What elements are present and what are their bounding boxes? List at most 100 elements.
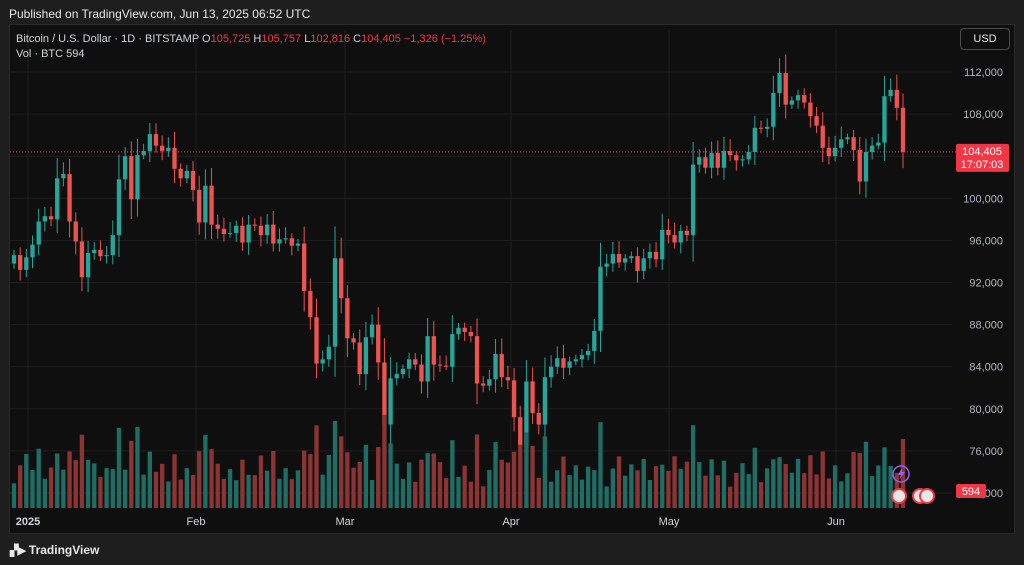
- candle-body: [116, 179, 122, 236]
- volume-bar: [882, 447, 887, 508]
- open-value: 105,725: [210, 33, 251, 45]
- candle-body: [382, 362, 387, 425]
- candle-body: [857, 149, 862, 182]
- candle-body: [697, 157, 702, 165]
- volume-bar: [116, 427, 122, 508]
- low-label: L: [304, 33, 311, 45]
- candle-body: [92, 249, 97, 254]
- candle-body: [413, 359, 418, 365]
- candle-body: [481, 383, 486, 386]
- volume-bar: [604, 486, 609, 508]
- candle-body: [536, 413, 541, 425]
- candle-body: [443, 365, 449, 367]
- volume-bar: [505, 462, 511, 508]
- candle-body: [623, 258, 628, 263]
- candle-body: [530, 381, 535, 414]
- candle-body: [252, 224, 257, 226]
- volume-label: Vol · BTC: [16, 48, 64, 60]
- candle-body: [339, 258, 344, 299]
- candle-body: [166, 147, 171, 151]
- candle-body: [122, 156, 128, 180]
- volume-bar: [332, 421, 338, 508]
- candle-body: [24, 257, 29, 270]
- volume-bar: [258, 455, 264, 508]
- volume-bar: [808, 455, 813, 508]
- candle-body: [129, 156, 134, 200]
- candle-body: [394, 374, 399, 379]
- volume-bar: [573, 465, 578, 508]
- candle-body: [487, 379, 492, 386]
- x-tick-label: Feb: [187, 516, 206, 528]
- volume-bar: [110, 469, 115, 508]
- volume-bar: [388, 443, 393, 508]
- x-tick-label: May: [659, 516, 680, 528]
- volume-bar: [727, 486, 733, 508]
- candle-body: [493, 354, 498, 380]
- volume-bar: [715, 475, 720, 508]
- volume-bar: [129, 440, 134, 508]
- volume-bar: [789, 472, 795, 508]
- candle-body: [647, 251, 653, 259]
- y-tick-label: 88,000: [969, 320, 1003, 332]
- volume-bar: [783, 464, 788, 508]
- candle-body: [462, 327, 467, 332]
- candle-body: [147, 134, 152, 151]
- volume-bar: [160, 463, 165, 508]
- volume-bar: [709, 459, 714, 508]
- volume-bar: [221, 478, 227, 508]
- lightning-icon: [898, 468, 905, 480]
- volume-bar: [826, 478, 832, 508]
- volume-bar: [42, 478, 48, 508]
- volume-bar: [425, 453, 430, 508]
- candle-body: [55, 178, 60, 220]
- volume-bar: [832, 465, 838, 508]
- candle-body: [585, 350, 591, 356]
- candle-body: [567, 361, 572, 368]
- candle-body: [388, 378, 393, 425]
- high-label: H: [253, 33, 262, 45]
- volume-bar: [271, 451, 276, 508]
- candle-body: [795, 95, 801, 101]
- volume-bar: [184, 468, 190, 508]
- y-tick-label: 108,000: [963, 109, 1003, 121]
- candle-body: [808, 102, 813, 117]
- candle-body: [783, 73, 788, 105]
- candle-body: [345, 298, 350, 339]
- candle-body: [104, 255, 109, 257]
- chart-pane[interactable]: [9, 24, 1015, 534]
- currency-button[interactable]: USD: [960, 28, 1010, 50]
- x-tick-label: Mar: [336, 516, 355, 528]
- candle-body: [36, 221, 41, 245]
- volume-bar: [431, 453, 436, 508]
- candle-body: [573, 359, 578, 362]
- tradingview-brand[interactable]: ▞▶ TradingView: [10, 543, 99, 557]
- volume-bar: [147, 451, 152, 508]
- candle-body: [79, 241, 85, 278]
- price-tag-countdown: 17:07:03: [961, 159, 1004, 171]
- volume-bar: [616, 456, 622, 508]
- candle-body: [197, 189, 202, 223]
- candle-body: [839, 139, 844, 148]
- volume-bar: [36, 448, 41, 508]
- volume-bar: [178, 479, 183, 508]
- candle-body: [283, 238, 288, 240]
- candle-body: [555, 358, 560, 367]
- us-flag-event-icon: [919, 488, 935, 504]
- candle-body: [332, 258, 338, 347]
- candle-body: [376, 324, 381, 363]
- candle-body: [561, 358, 566, 368]
- volume-bar: [209, 449, 214, 508]
- volume-bar: [468, 481, 474, 508]
- candle-body: [684, 230, 690, 236]
- volume-bar: [814, 474, 819, 508]
- volume-bar: [264, 470, 270, 508]
- volume-bar: [703, 475, 708, 508]
- candle-body: [542, 377, 548, 425]
- candle-body: [271, 224, 276, 244]
- candle-body: [505, 377, 511, 381]
- candle-body: [363, 337, 369, 375]
- volume-bar: [11, 483, 17, 508]
- candle-body: [641, 258, 646, 271]
- volume-bar: [369, 480, 375, 508]
